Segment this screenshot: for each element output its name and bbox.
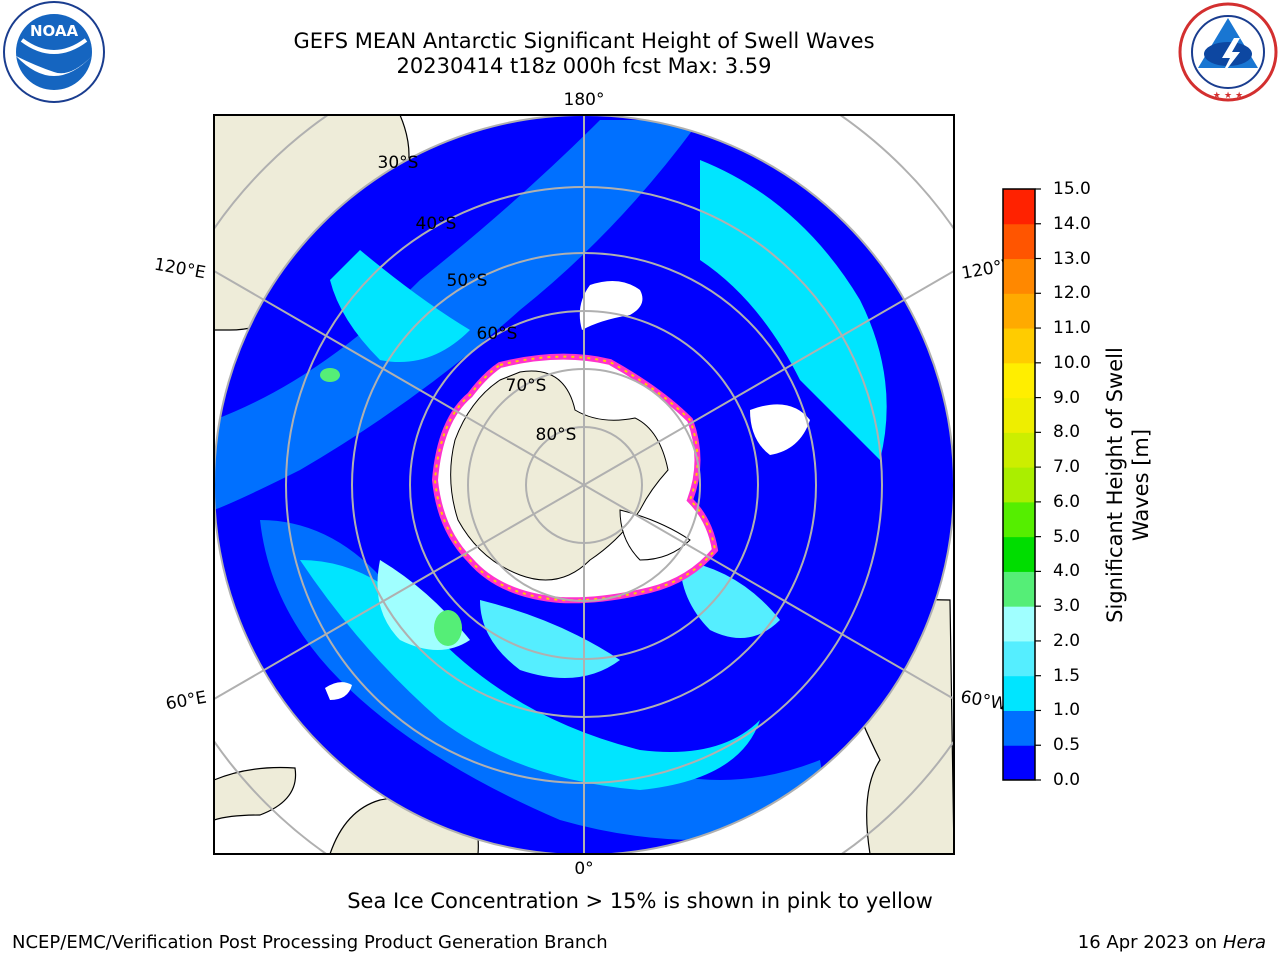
colorbar-tick-label: 1.5 bbox=[1053, 665, 1081, 686]
colorbar-title: Significant Height of Swell Waves [m] bbox=[1103, 347, 1153, 623]
colorbar-tick-label: 11.0 bbox=[1053, 318, 1091, 339]
colorbar-tick-label: 5.0 bbox=[1053, 526, 1081, 547]
colorbar-segment bbox=[1003, 432, 1035, 468]
colorbar-tick-label: 10.0 bbox=[1053, 352, 1091, 373]
noaa-logo: NOAA bbox=[3, 1, 105, 103]
sea-ice-caption: Sea Ice Concentration > 15% is shown in … bbox=[347, 889, 933, 913]
colorbar-segment bbox=[1003, 675, 1035, 711]
colorbar-tick-label: 4.0 bbox=[1053, 561, 1081, 582]
colorbar-tick-label: 15.0 bbox=[1053, 179, 1091, 199]
lon-label-120e: 120°E bbox=[153, 255, 207, 284]
colorbar-segment bbox=[1003, 710, 1035, 746]
colorbar-tick-label: 12.0 bbox=[1053, 283, 1091, 304]
colorbar-tick-label: 0.0 bbox=[1053, 770, 1081, 790]
forecast-subtitle: 20230414 t18z 000h fcst Max: 3.59 bbox=[396, 54, 772, 78]
colorbar-segment bbox=[1003, 258, 1035, 294]
map-frame bbox=[213, 114, 955, 855]
colorbar-segment bbox=[1003, 640, 1035, 677]
lat-label-80s: 80°S bbox=[536, 425, 577, 445]
lat-label-60s: 60°S bbox=[477, 324, 518, 344]
colorbar-tick-label: 8.0 bbox=[1053, 422, 1081, 443]
colorbar-segment bbox=[1003, 467, 1035, 503]
colorbar-segment bbox=[1003, 293, 1035, 329]
colorbar-segment bbox=[1003, 397, 1035, 433]
colorbar-segment bbox=[1003, 536, 1035, 572]
colorbar-tick-label: 0.5 bbox=[1053, 735, 1081, 756]
colorbar-tick-label: 7.0 bbox=[1053, 457, 1081, 478]
graticule bbox=[214, 115, 954, 854]
footer-date: 16 Apr 2023 on Hera bbox=[1078, 932, 1266, 953]
lon-label-60e: 60°E bbox=[164, 688, 208, 715]
lon-label-60w: 60°W bbox=[959, 687, 1009, 715]
lat-label-50s: 50°S bbox=[447, 271, 488, 291]
noaa-logo-text: NOAA bbox=[30, 22, 79, 40]
colorbar-tick-label: 14.0 bbox=[1053, 213, 1091, 234]
colorbar-tick-label: 13.0 bbox=[1053, 248, 1091, 269]
lat-label-70s: 70°S bbox=[506, 376, 547, 396]
national-weather-service-logo: ★ ★ ★ bbox=[1178, 2, 1278, 102]
colorbar-segment bbox=[1003, 745, 1035, 781]
chart-title: GEFS MEAN Antarctic Significant Height o… bbox=[293, 29, 875, 53]
footer-host: Hera bbox=[1222, 932, 1266, 953]
footer-branch: NCEP/EMC/Verification Post Processing Pr… bbox=[12, 932, 608, 953]
colorbar-frame bbox=[1002, 188, 1036, 781]
colorbar-segment bbox=[1003, 571, 1035, 607]
colorbar-tick-label: 9.0 bbox=[1053, 387, 1081, 408]
colorbar bbox=[1002, 188, 1041, 781]
lon-label-0: 0° bbox=[574, 859, 593, 879]
colorbar-tick-label: 6.0 bbox=[1053, 491, 1081, 512]
lat-label-30s: 30°S bbox=[378, 153, 419, 173]
colorbar-segment bbox=[1003, 189, 1035, 225]
colorbar-tick-label: 3.0 bbox=[1053, 596, 1081, 617]
footer-date-text: 16 Apr 2023 on bbox=[1077, 932, 1223, 953]
colorbar-tick-label: 1.0 bbox=[1053, 700, 1081, 721]
colorbar-tick-label: 2.0 bbox=[1053, 630, 1081, 651]
colorbar-segment bbox=[1003, 362, 1035, 399]
colorbar-segment bbox=[1003, 501, 1035, 538]
colorbar-segment bbox=[1003, 328, 1035, 364]
antarctica bbox=[431, 353, 719, 604]
lon-label-180: 180° bbox=[564, 90, 605, 110]
svg-text:★ ★ ★: ★ ★ ★ bbox=[1213, 91, 1243, 101]
lat-label-40s: 40°S bbox=[416, 214, 457, 234]
colorbar-segment bbox=[1003, 223, 1035, 260]
colorbar-segment bbox=[1003, 606, 1035, 642]
